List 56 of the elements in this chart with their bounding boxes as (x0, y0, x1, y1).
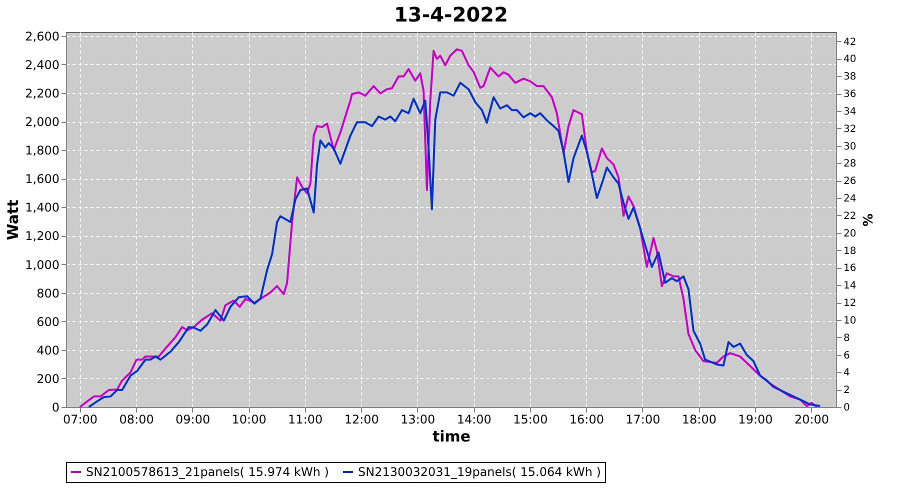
y2-tick-label: 0 (844, 402, 850, 414)
y2-tick-label: 4 (844, 368, 850, 379)
y-tick-label: 200 (36, 372, 60, 386)
y2-tick-label: 30 (844, 141, 856, 152)
y-tick-label: 1,400 (25, 200, 60, 215)
x-tick-label: 08:00 (119, 412, 154, 426)
y-tick-label: 2,400 (25, 58, 60, 72)
x-tick-label: 18:00 (682, 412, 717, 426)
x-tick-label: 15:00 (513, 412, 548, 426)
x-tick-label: 12:00 (344, 412, 379, 426)
y-tick-label: 800 (36, 286, 60, 300)
y2-tick-label: 2 (844, 385, 850, 396)
x-tick-label: 19:00 (738, 412, 773, 426)
y2-axis-title: % (859, 213, 874, 227)
y2-tick-label: 28 (844, 158, 856, 170)
y2-tick-label: 16 (844, 263, 856, 274)
y2-tick-label: 22 (844, 210, 856, 222)
y2-tick-label: 38 (844, 72, 856, 83)
y2-tick-label: 18 (844, 246, 856, 257)
y2-tick-label: 8 (844, 332, 850, 344)
y2-tick-label: 10 (844, 315, 856, 326)
x-tick-label: 13:00 (400, 412, 436, 426)
x-tick-label: 16:00 (569, 412, 604, 426)
y-tick-label: 0 (52, 400, 60, 414)
chart-title: 13-4-2022 (394, 2, 508, 26)
y-tick-label: 1,200 (25, 229, 60, 244)
legend-label: SN2100578613_21panels( 15.974 kWh ) (86, 465, 329, 479)
y2-tick-label: 26 (844, 176, 856, 188)
x-tick-label: 14:00 (456, 412, 492, 426)
x-tick-label: 10:00 (232, 412, 266, 426)
y-tick-label: 2,000 (25, 115, 60, 130)
y-tick-label: 1,800 (25, 144, 60, 158)
y-tick-label: 1,000 (25, 258, 60, 272)
y2-tick-label: 32 (844, 124, 856, 135)
y2-tick-label: 14 (844, 280, 856, 292)
y2-tick-label: 20 (844, 228, 856, 240)
legend-label: SN2130032031_19panels( 15.064 kWh ) (358, 465, 601, 479)
y-axis-title: Watt (4, 200, 22, 240)
x-tick-label: 17:00 (626, 412, 660, 426)
y-tick-label: 400 (36, 343, 60, 358)
y-tick-label: 1,600 (25, 172, 60, 186)
y2-tick-label: 42 (844, 36, 856, 48)
y2-tick-label: 40 (844, 54, 856, 66)
y2-tick-label: 12 (844, 298, 856, 310)
x-tick-label: 20:00 (794, 412, 830, 426)
x-tick-label: 07:00 (62, 412, 98, 426)
y-tick-label: 2,600 (25, 29, 60, 44)
y2-tick-label: 6 (844, 350, 850, 362)
x-axis-title: time (432, 428, 471, 446)
x-tick-label: 11:00 (288, 412, 323, 426)
y-tick-label: 600 (36, 314, 60, 329)
y2-tick-label: 24 (844, 194, 856, 205)
y2-tick-label: 34 (844, 106, 856, 118)
x-tick-label: 09:00 (176, 412, 210, 426)
y-tick-label: 2,200 (25, 86, 60, 100)
y2-tick-label: 36 (844, 89, 856, 100)
